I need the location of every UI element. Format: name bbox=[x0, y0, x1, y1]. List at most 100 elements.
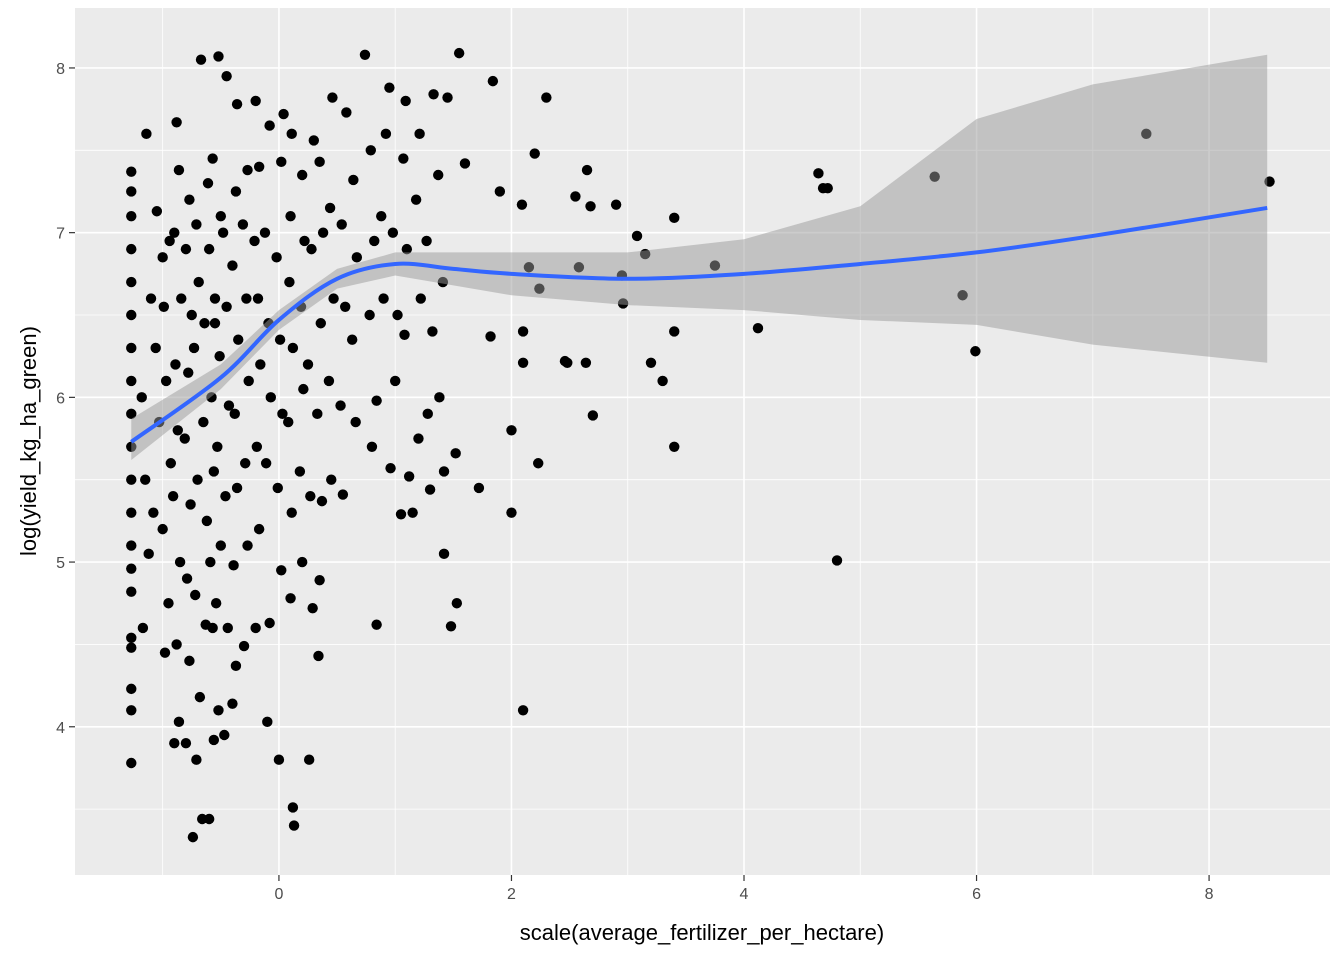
point bbox=[631, 230, 643, 242]
point bbox=[385, 462, 396, 474]
point bbox=[585, 201, 596, 212]
point bbox=[298, 383, 309, 395]
point bbox=[203, 813, 215, 825]
point bbox=[203, 243, 215, 255]
point bbox=[185, 499, 196, 510]
point bbox=[487, 75, 499, 87]
point bbox=[438, 466, 450, 477]
point bbox=[126, 586, 137, 597]
point bbox=[193, 276, 204, 288]
point bbox=[180, 738, 192, 749]
point bbox=[348, 174, 359, 186]
point bbox=[208, 466, 220, 477]
point bbox=[410, 194, 422, 205]
point bbox=[562, 357, 573, 368]
point bbox=[303, 754, 315, 765]
point bbox=[151, 206, 163, 217]
point bbox=[314, 156, 325, 168]
point bbox=[126, 757, 137, 769]
confidence-band bbox=[131, 54, 1268, 460]
point bbox=[305, 490, 316, 502]
point bbox=[231, 98, 243, 110]
axes: 0 2 4 6 8 4 5 6 7 8 bbox=[56, 61, 1214, 903]
point bbox=[201, 515, 213, 527]
y-tick-label: 6 bbox=[56, 390, 65, 407]
point bbox=[371, 619, 382, 630]
point bbox=[221, 70, 232, 82]
point bbox=[336, 219, 347, 230]
point bbox=[340, 301, 351, 312]
point bbox=[580, 357, 592, 368]
point bbox=[264, 617, 275, 629]
point bbox=[451, 598, 463, 609]
point bbox=[255, 359, 266, 370]
point bbox=[314, 574, 325, 586]
point bbox=[264, 120, 275, 131]
point bbox=[126, 507, 137, 518]
point bbox=[205, 556, 216, 568]
point bbox=[273, 754, 285, 765]
point bbox=[407, 507, 418, 518]
point bbox=[126, 243, 137, 255]
point bbox=[233, 334, 244, 345]
point bbox=[285, 210, 296, 222]
point bbox=[376, 210, 387, 222]
point bbox=[308, 135, 320, 146]
point bbox=[198, 416, 209, 428]
point bbox=[171, 117, 182, 128]
point bbox=[294, 466, 306, 477]
point bbox=[136, 392, 147, 403]
point bbox=[366, 441, 378, 452]
point bbox=[307, 602, 318, 614]
point bbox=[541, 92, 552, 103]
point bbox=[167, 490, 179, 502]
point bbox=[284, 276, 295, 288]
point bbox=[174, 556, 186, 568]
point bbox=[242, 164, 253, 176]
point bbox=[171, 639, 182, 650]
point bbox=[210, 598, 222, 609]
point bbox=[359, 49, 371, 60]
point bbox=[752, 322, 764, 334]
point bbox=[570, 191, 581, 202]
point bbox=[230, 660, 242, 672]
point bbox=[190, 589, 201, 601]
point bbox=[341, 107, 352, 118]
point bbox=[438, 548, 450, 560]
point bbox=[271, 252, 282, 263]
point bbox=[173, 164, 185, 176]
point bbox=[150, 342, 161, 354]
point bbox=[170, 359, 181, 370]
point bbox=[313, 650, 324, 662]
point bbox=[401, 243, 413, 255]
point bbox=[184, 194, 195, 205]
point bbox=[277, 408, 288, 420]
point bbox=[163, 598, 174, 609]
point bbox=[227, 698, 238, 709]
point bbox=[184, 655, 195, 667]
point bbox=[315, 318, 326, 329]
point bbox=[378, 293, 389, 304]
point bbox=[371, 395, 382, 406]
point bbox=[422, 408, 433, 420]
point bbox=[395, 509, 407, 520]
point bbox=[450, 448, 461, 459]
point bbox=[970, 346, 981, 357]
point bbox=[327, 92, 338, 103]
point bbox=[241, 293, 252, 304]
point bbox=[231, 482, 243, 494]
point bbox=[222, 622, 233, 634]
points bbox=[126, 47, 1275, 843]
point bbox=[188, 342, 200, 354]
point bbox=[494, 186, 506, 197]
point bbox=[250, 622, 261, 634]
point bbox=[517, 326, 529, 337]
point bbox=[126, 540, 137, 551]
point bbox=[517, 357, 529, 368]
point bbox=[126, 186, 137, 197]
point bbox=[126, 166, 137, 177]
point bbox=[227, 260, 238, 271]
point bbox=[140, 474, 151, 485]
point bbox=[229, 408, 240, 420]
x-tick-label: 2 bbox=[507, 886, 516, 903]
